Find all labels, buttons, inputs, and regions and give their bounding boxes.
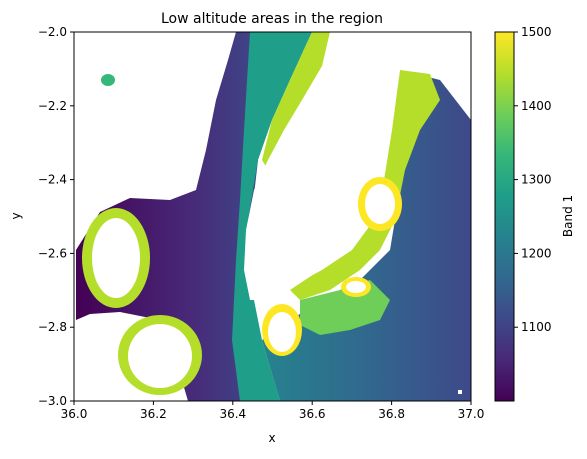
colorbar-tick-label: 1200 <box>521 246 552 260</box>
y-tick-label: −2.2 <box>38 99 67 113</box>
east-crater <box>365 184 395 224</box>
chart-title: Low altitude areas in the region <box>161 11 383 27</box>
x-tick-label: 37.0 <box>458 407 485 421</box>
colorbar-tick-label: 1300 <box>521 173 552 187</box>
colorbar-tick-label: 1400 <box>521 99 552 113</box>
central-ridge <box>232 32 312 401</box>
pit <box>268 312 296 352</box>
colorbar-tick-label: 1500 <box>521 25 552 39</box>
south-crater <box>128 324 192 388</box>
colorbar-tick-label: 1100 <box>521 320 552 334</box>
y-tick-label: −3.0 <box>38 394 67 408</box>
x-tick-label: 36.6 <box>299 407 326 421</box>
y-tick-label: −2.6 <box>38 246 67 260</box>
y-tick-label: −2.8 <box>38 320 67 334</box>
x-axis: 36.0 36.2 36.4 36.6 36.8 37.0 <box>61 401 485 421</box>
upper-yellow-rim <box>262 32 330 170</box>
x-axis-label: x <box>268 431 275 445</box>
plot-area-frame <box>73 31 472 402</box>
y-axis: −2.0 −2.2 −2.4 −2.6 −2.8 −3.0 <box>38 25 74 408</box>
lake <box>346 281 366 293</box>
northeast-masked-zone <box>400 32 471 90</box>
x-tick-label: 36.2 <box>140 407 167 421</box>
central-masked-zone <box>244 32 400 300</box>
west-lowland-band <box>76 32 262 401</box>
east-yellow-rim-2 <box>300 280 390 335</box>
colorbar-label: Band 1 <box>561 195 575 237</box>
east-yellow-rim <box>290 70 440 300</box>
heatmap-raster <box>74 32 471 401</box>
x-tick-label: 36.0 <box>61 407 88 421</box>
y-axis-label: y <box>9 212 23 219</box>
x-tick-label: 36.8 <box>378 407 405 421</box>
colorbar <box>494 31 515 402</box>
west-crater <box>92 218 140 298</box>
colorbar-ticks: 1100 1200 1300 1400 1500 <box>514 25 552 334</box>
y-tick-label: −2.0 <box>38 25 67 39</box>
x-tick-label: 36.4 <box>219 407 246 421</box>
y-tick-label: −2.4 <box>38 173 67 187</box>
